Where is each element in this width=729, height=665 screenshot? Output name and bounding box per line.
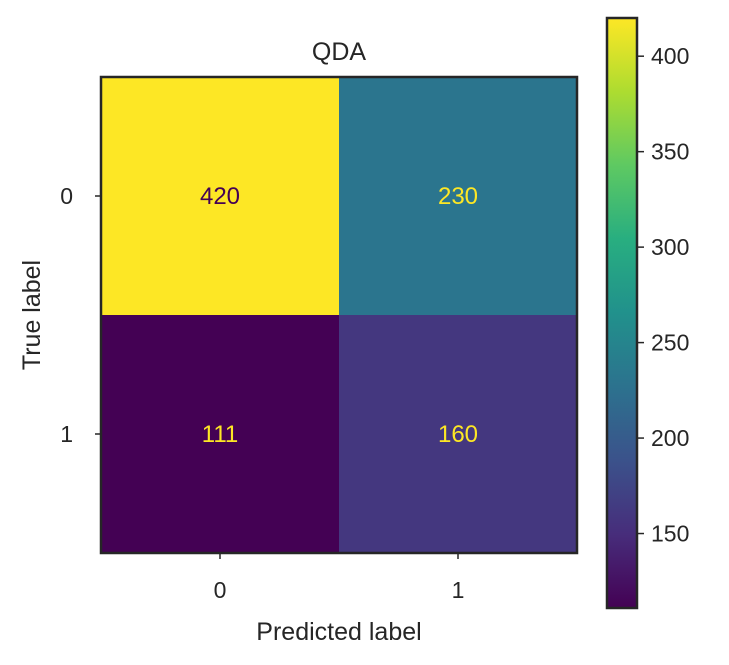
y-tick-label-1: 1 [60,421,73,447]
cell-value-1-0: 111 [202,421,238,448]
colorbar-tick-label-4: 350 [651,139,689,165]
plot-frame [99,75,579,555]
cell-value-0-0: 420 [200,183,240,210]
heatmap-cell-0-1 [339,77,577,315]
heatmap-cell-1-1 [339,315,577,553]
colorbar-gradient [607,18,637,608]
chart-title: QDA [312,38,367,66]
x-tick-label-0: 0 [214,577,227,603]
colorbar-tick-label-5: 400 [651,43,689,69]
y-tick-label-0: 0 [60,183,73,209]
y-axis-label: True label [18,260,46,370]
x-tick-label-1: 1 [452,577,465,603]
heatmap-cells [101,77,577,553]
cell-value-labels: 420 230 111 160 [200,183,478,448]
x-axis-label: Predicted label [256,618,421,646]
colorbar-tick-label-2: 250 [651,330,689,356]
colorbar-tick-label-1: 200 [651,425,689,451]
cell-value-1-1: 160 [438,421,478,448]
colorbar-tick-label-0: 150 [651,521,689,547]
colorbar-ticks: 150 200 250 300 350 400 [637,43,689,547]
heatmap-cell-1-0 [101,315,339,553]
y-axis-ticks: 01 [60,183,101,447]
heatmap-cell-0-0 [101,77,339,315]
cell-value-0-1: 230 [438,183,478,210]
colorbar-frame [605,16,639,610]
colorbar-tick-label-3: 300 [651,234,689,260]
